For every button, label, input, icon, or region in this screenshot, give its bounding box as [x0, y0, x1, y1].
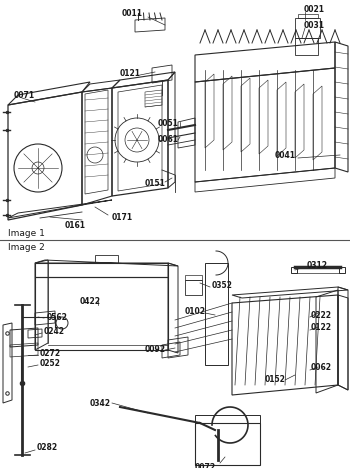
Text: 0021: 0021 [304, 5, 325, 14]
Text: 0342: 0342 [90, 398, 111, 408]
Text: 0041: 0041 [275, 151, 296, 160]
Text: 0011: 0011 [121, 8, 142, 17]
Text: Image 2: Image 2 [8, 242, 45, 251]
Text: 0152: 0152 [265, 375, 286, 385]
Text: 0151: 0151 [145, 180, 166, 189]
Text: 0051: 0051 [158, 119, 179, 129]
Text: 0122: 0122 [311, 323, 332, 332]
Text: 0071: 0071 [14, 90, 35, 100]
Text: 0031: 0031 [304, 21, 325, 29]
Text: 0562: 0562 [47, 313, 68, 322]
Text: 0072: 0072 [195, 462, 216, 468]
Text: 0252: 0252 [40, 358, 61, 367]
Text: 0061: 0061 [158, 136, 179, 145]
Text: 0222: 0222 [311, 310, 332, 320]
Text: 0272: 0272 [40, 349, 61, 358]
Text: 0171: 0171 [112, 213, 133, 222]
Text: 0161: 0161 [64, 220, 85, 229]
Text: 0062: 0062 [311, 364, 332, 373]
Text: Image 1: Image 1 [8, 228, 45, 237]
Text: 0352: 0352 [212, 280, 233, 290]
Text: 0102: 0102 [184, 307, 205, 316]
Text: 0282: 0282 [37, 444, 58, 453]
Text: 0422: 0422 [79, 298, 100, 307]
Text: 0312: 0312 [307, 262, 328, 271]
Text: 0242: 0242 [44, 328, 65, 336]
Text: 0092: 0092 [145, 345, 166, 354]
Text: 0121: 0121 [119, 68, 140, 78]
